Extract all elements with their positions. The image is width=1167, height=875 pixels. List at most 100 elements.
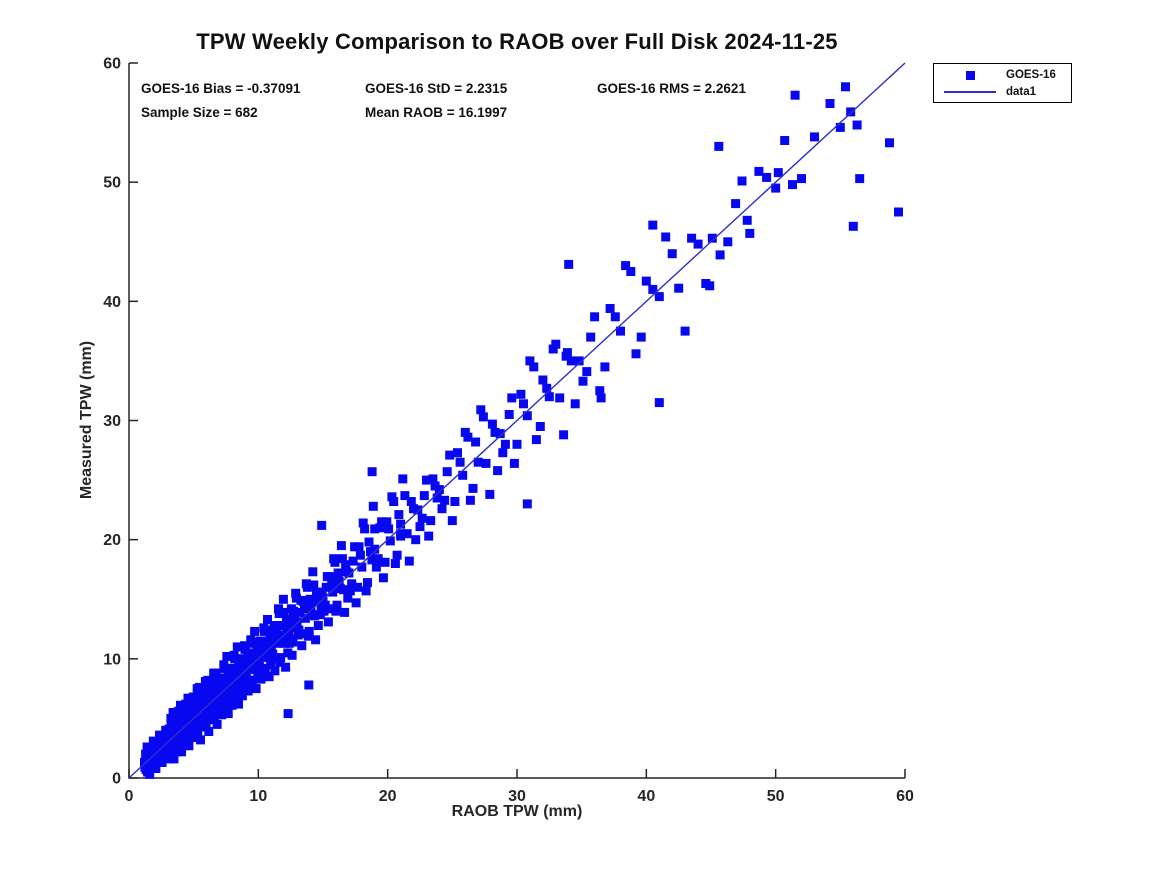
- scatter-point: [564, 259, 574, 269]
- scatter-point: [680, 326, 690, 336]
- scatter-point: [478, 412, 488, 422]
- scatter-point: [404, 556, 414, 566]
- scatter-point: [570, 399, 580, 409]
- scatter-point: [485, 489, 495, 499]
- x-tick-label: 60: [896, 788, 914, 805]
- scatter-point: [465, 495, 475, 505]
- scatter-point: [742, 215, 752, 225]
- scatter-point: [291, 588, 301, 598]
- scatter-point: [240, 665, 250, 675]
- stat-bias: GOES-16 Bias = -0.37091: [141, 81, 301, 96]
- scatter-series-goes16: [140, 82, 903, 779]
- scatter-point: [378, 573, 388, 583]
- scatter-point: [413, 505, 423, 515]
- scatter-point: [542, 383, 552, 393]
- x-tick-label: 50: [767, 788, 785, 805]
- scatter-point: [578, 376, 588, 386]
- scatter-point: [336, 541, 346, 551]
- scatter-point: [211, 668, 221, 678]
- scatter-point: [347, 579, 357, 589]
- scatter-point: [737, 176, 747, 186]
- scatter-point: [745, 228, 755, 238]
- scatter-point: [288, 637, 298, 647]
- scatter-point: [590, 312, 600, 322]
- scatter-point: [253, 653, 263, 663]
- scatter-point: [260, 663, 270, 673]
- scatter-point: [201, 686, 211, 696]
- scatter-point: [400, 491, 410, 501]
- scatter-point: [674, 283, 684, 293]
- scatter-point: [300, 613, 310, 623]
- scatter-point: [574, 356, 584, 366]
- scatter-point: [363, 578, 372, 588]
- scatter-point: [723, 237, 733, 247]
- scatter-point: [415, 522, 425, 532]
- scatter-point: [331, 606, 341, 616]
- stat-sample-size: Sample Size = 682: [141, 105, 258, 120]
- scatter-point: [209, 715, 219, 725]
- scatter-point: [272, 630, 282, 640]
- y-tick-label: 20: [103, 532, 121, 549]
- scatter-point: [504, 410, 514, 419]
- scatter-point: [426, 516, 436, 526]
- y-tick-label: 50: [103, 175, 121, 192]
- scatter-point: [370, 524, 380, 534]
- scatter-point: [309, 580, 319, 590]
- scatter-point: [380, 557, 390, 567]
- y-tick-label: 0: [112, 771, 121, 788]
- scatter-point: [535, 422, 545, 431]
- scatter-point: [238, 681, 248, 691]
- scatter-point: [500, 439, 510, 449]
- scatter-point: [555, 393, 565, 403]
- scatter-point: [390, 559, 400, 568]
- x-tick-label: 30: [508, 788, 526, 805]
- scatter-point: [385, 536, 395, 546]
- scatter-point: [299, 597, 309, 607]
- scatter-point: [835, 122, 845, 132]
- scatter-point: [394, 510, 404, 520]
- scatter-point: [460, 427, 470, 437]
- scatter-point: [417, 513, 427, 523]
- scatter-point: [559, 430, 569, 440]
- scatter-point: [490, 427, 500, 437]
- scatter-point: [340, 607, 350, 617]
- scatter-point: [648, 220, 658, 230]
- chart-title: TPW Weekly Comparison to RAOB over Full …: [196, 29, 838, 54]
- scatter-point: [278, 594, 288, 604]
- y-tick-label: 30: [103, 413, 121, 430]
- scatter-point: [661, 232, 671, 242]
- scatter-point: [327, 579, 337, 589]
- scatter-point: [351, 598, 361, 608]
- scatter-point: [368, 501, 378, 511]
- scatter-point: [341, 560, 351, 570]
- x-tick-label: 40: [637, 788, 655, 805]
- scatter-point: [328, 587, 338, 597]
- scatter-point: [525, 356, 535, 366]
- scatter-point: [373, 554, 383, 564]
- scatter-point: [209, 678, 219, 688]
- scatter-point: [487, 419, 497, 429]
- scatter-point: [561, 351, 571, 361]
- scatter-point: [274, 604, 283, 614]
- scatter-point: [313, 621, 323, 630]
- scatter-point: [529, 362, 539, 372]
- scatter-point: [389, 497, 399, 506]
- scatter-point: [498, 448, 508, 458]
- legend: GOES-16 data1: [933, 63, 1072, 103]
- scatter-point: [323, 617, 333, 627]
- scatter-point: [236, 677, 246, 686]
- scatter-point: [223, 709, 233, 719]
- scatter-point: [790, 90, 800, 100]
- scatter-point: [332, 600, 342, 610]
- scatter-point: [250, 637, 260, 647]
- scatter-point: [432, 493, 442, 503]
- scatter-point: [298, 629, 308, 639]
- scatter-point: [367, 555, 377, 565]
- scatter-point: [151, 764, 161, 773]
- scatter-point: [731, 199, 741, 209]
- scatter-point: [463, 432, 473, 442]
- scatter-point: [377, 517, 387, 527]
- scatter-point: [308, 567, 318, 577]
- scatter-point: [396, 519, 406, 529]
